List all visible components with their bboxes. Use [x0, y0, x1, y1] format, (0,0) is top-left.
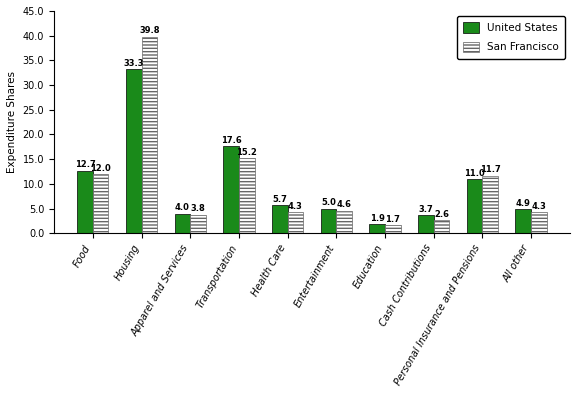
- Bar: [321, 209, 336, 233]
- Bar: [141, 37, 157, 233]
- Bar: [482, 175, 498, 233]
- Bar: [223, 146, 239, 233]
- Text: 11.0: 11.0: [464, 169, 485, 178]
- Text: 4.6: 4.6: [336, 201, 351, 209]
- Bar: [531, 212, 546, 233]
- Bar: [336, 211, 352, 233]
- Text: 12.0: 12.0: [91, 164, 111, 173]
- Text: 3.8: 3.8: [190, 204, 205, 213]
- Text: 12.7: 12.7: [75, 160, 95, 169]
- Y-axis label: Expenditure Shares: Expenditure Shares: [7, 71, 17, 173]
- Bar: [467, 179, 482, 233]
- Bar: [385, 225, 400, 233]
- Bar: [93, 174, 108, 233]
- Text: 2.6: 2.6: [434, 210, 449, 219]
- Text: 4.3: 4.3: [288, 202, 303, 211]
- Bar: [239, 158, 254, 233]
- Bar: [77, 171, 93, 233]
- Bar: [190, 215, 206, 233]
- Bar: [272, 205, 287, 233]
- Text: 1.9: 1.9: [370, 214, 385, 223]
- Text: 17.6: 17.6: [221, 136, 242, 145]
- Text: 3.7: 3.7: [418, 205, 433, 214]
- Legend: United States, San Francisco: United States, San Francisco: [456, 16, 565, 59]
- Text: 5.0: 5.0: [321, 199, 336, 207]
- Bar: [434, 221, 449, 233]
- Bar: [126, 69, 141, 233]
- Text: 39.8: 39.8: [139, 26, 160, 35]
- Bar: [369, 224, 385, 233]
- Bar: [175, 214, 190, 233]
- Text: 4.3: 4.3: [531, 202, 546, 211]
- Text: 33.3: 33.3: [123, 59, 144, 67]
- Text: 15.2: 15.2: [237, 148, 257, 157]
- Bar: [287, 212, 303, 233]
- Bar: [515, 209, 531, 233]
- Text: 11.7: 11.7: [479, 165, 500, 174]
- Text: 4.9: 4.9: [516, 199, 531, 208]
- Bar: [418, 215, 434, 233]
- Text: 5.7: 5.7: [272, 195, 287, 204]
- Text: 4.0: 4.0: [175, 203, 190, 212]
- Text: 1.7: 1.7: [385, 215, 400, 224]
